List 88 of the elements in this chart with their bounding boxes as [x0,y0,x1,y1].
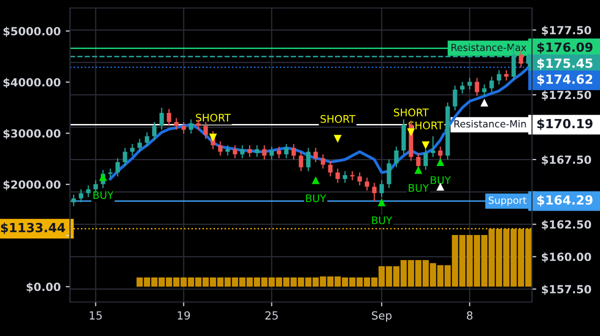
annotation: Support [488,196,526,206]
y-tick-label: $177.50 [542,26,592,36]
candlestick [342,170,348,184]
x-tick-label: 15 [90,311,102,320]
text: SHORT [394,108,429,116]
point [334,134,342,143]
series-label: BUY [430,176,451,184]
candlestick [144,132,150,148]
candlestick [174,118,179,130]
candlestick [137,138,142,152]
candlestick [460,81,465,94]
candlestick [496,70,502,85]
candlestick [269,146,274,160]
candlestick [394,146,399,168]
candlestick [379,180,384,198]
candlestick [335,168,340,184]
candlestick [240,144,245,159]
ref-line-label: $175.45 [537,58,592,70]
candlestick [518,50,524,68]
point [312,176,320,184]
candlestick [218,140,223,156]
candlestick [357,172,362,186]
candlestick [130,143,135,156]
y2-tick-label: $4000.00 [4,78,60,88]
candlestick [71,194,76,207]
candlestick [203,121,208,140]
candlestick [78,188,84,203]
candlestick [86,184,91,198]
candlestick [386,158,392,189]
candlestick [489,76,494,93]
candlestick [482,84,487,97]
y2-tick-label: $2000.00 [4,180,60,190]
text: BUY [372,216,392,224]
candlestick [115,158,120,177]
candlestick [284,143,289,159]
candlestick [504,70,509,82]
candlestick [313,147,318,163]
x-tick-label: Sep [372,311,392,322]
text: BUY [408,184,429,192]
point [378,198,386,206]
candlestick [320,154,326,170]
candlestick [350,170,355,181]
ref-line-label: $174.62 [537,74,592,86]
y-tick-label: $157.50 [542,284,592,295]
candlestick [328,160,333,177]
candlestick [298,151,304,172]
y2-tick-label: $0.00 [26,282,60,293]
text: BUY [93,191,114,199]
candlestick [372,182,377,202]
y-tick-label: $167.50 [542,155,592,166]
point [422,141,430,150]
x-tick-label: 25 [265,311,278,320]
text: BUY [306,194,326,202]
y-tick-label: $162.50 [542,220,592,230]
point [436,158,444,166]
candlestick [232,144,238,159]
ref-line-label: $176.09 [537,42,592,54]
point [99,173,107,181]
x-tick-label: 8 [466,311,472,320]
candlestick [262,144,267,160]
annotation: Resistance-Max [452,44,526,52]
candlestick [181,121,186,134]
y2-tick-label: $5000.00 [4,26,60,37]
candlestick [254,144,260,158]
candlestick [467,77,472,90]
candlestick [291,143,296,160]
point [414,166,422,174]
point [480,98,488,106]
candlestick [159,107,164,130]
y2-tick-label: $3000.00 [4,129,60,140]
candlestick [152,121,157,141]
ref-line-label: $164.29 [537,195,592,206]
x-tick-label: 19 [178,311,190,320]
candlestick [276,146,282,159]
candlestick [166,108,172,126]
candlestick [225,144,230,156]
y-tick-label: $172.50 [542,90,592,101]
point [209,134,217,142]
ref-line-label: $1133.44 [0,222,66,234]
text: SHORT [196,114,231,122]
candlestick [306,147,311,172]
y-tick-label: $160.00 [542,252,592,263]
candlestick [108,168,113,178]
candlestick [452,85,458,111]
ref-line-label: $170.19 [537,118,592,130]
candlestick [247,144,252,158]
annotation: Resistance-Min [454,120,526,128]
text: SHORT [320,115,356,123]
